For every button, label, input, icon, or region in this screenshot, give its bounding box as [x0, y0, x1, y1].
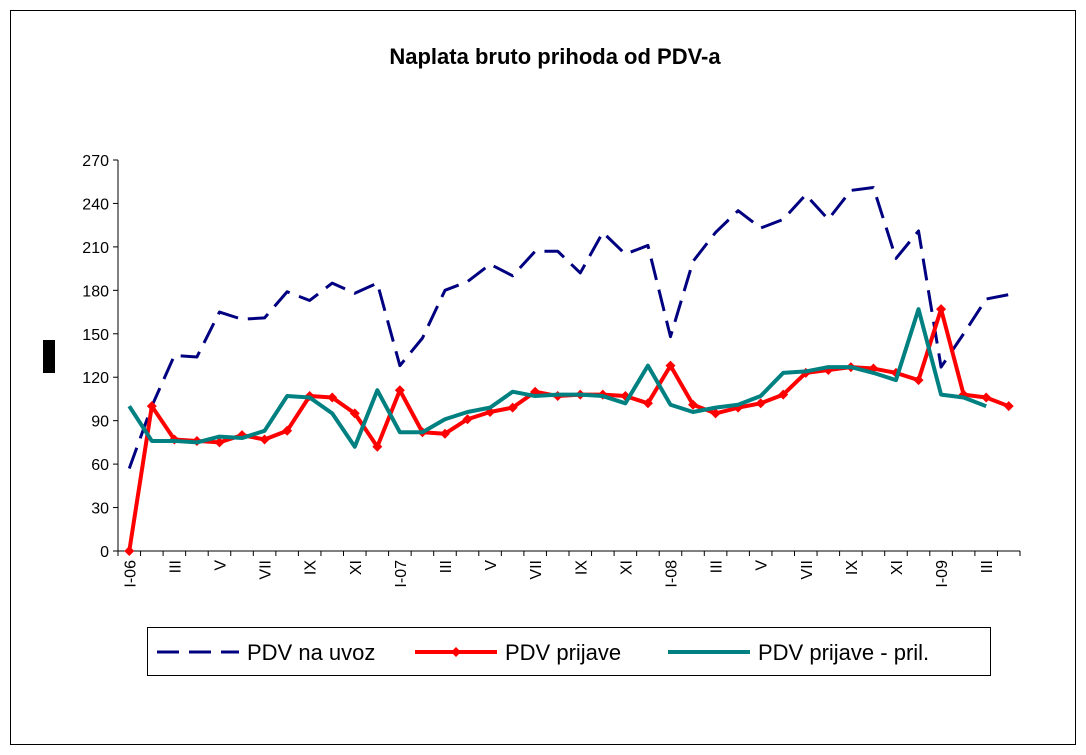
legend-label: PDV na uvoz	[247, 640, 375, 665]
x-tick-label: VII	[799, 560, 816, 580]
x-tick-label: V	[483, 560, 500, 571]
series-marker	[936, 304, 947, 315]
y-tick-label: 0	[100, 544, 109, 561]
series-marker	[913, 375, 924, 386]
series-marker	[642, 398, 653, 409]
legend-label: PDV prijave	[505, 640, 621, 665]
series-line	[127, 307, 987, 449]
series-marker	[327, 392, 338, 403]
series-marker	[259, 434, 270, 445]
x-tick-label: IX	[303, 560, 320, 575]
series-marker	[462, 414, 473, 425]
series-marker	[214, 437, 225, 448]
legend-label: PDV prijave - pril.	[758, 640, 929, 665]
x-tick-label: XI	[348, 560, 365, 575]
axis-label-placeholder	[43, 340, 55, 373]
legend-marker	[451, 647, 461, 657]
y-tick-label: 180	[82, 283, 109, 300]
x-tick-label: XI	[889, 560, 906, 575]
x-tick-label: I-06	[122, 560, 139, 588]
x-tick-label: I-08	[663, 560, 680, 588]
x-tick-label: I-07	[393, 560, 410, 588]
series-marker	[778, 389, 789, 400]
legend	[147, 627, 991, 676]
series-marker	[394, 385, 405, 396]
series-marker	[688, 399, 699, 410]
series-marker	[146, 401, 157, 412]
series-line	[127, 186, 1010, 469]
series-marker	[981, 392, 992, 403]
x-tick-label: III	[709, 560, 726, 573]
x-tick-label: III	[167, 560, 184, 573]
series-marker	[507, 402, 518, 413]
x-tick-label: I-09	[934, 560, 951, 588]
series-marker	[710, 408, 721, 419]
x-tick-label: III	[979, 560, 996, 573]
x-tick-label: VII	[528, 560, 545, 580]
chart-title: Naplata bruto prihoda od PDV-a	[389, 44, 721, 69]
series-marker	[282, 425, 293, 436]
x-tick-label: V	[754, 560, 771, 571]
y-tick-label: 240	[82, 196, 109, 213]
series-marker	[349, 408, 360, 419]
series-marker	[439, 428, 450, 439]
y-tick-label: 60	[91, 457, 109, 474]
y-tick-label: 150	[82, 327, 109, 344]
x-tick-label: III	[438, 560, 455, 573]
y-tick-label: 210	[82, 240, 109, 257]
x-tick-label: V	[212, 560, 229, 571]
x-tick-label: VII	[258, 560, 275, 580]
series-marker	[755, 398, 766, 409]
y-tick-label: 270	[82, 153, 109, 170]
x-tick-label: XI	[618, 560, 635, 575]
y-tick-label: 30	[91, 501, 109, 518]
series-marker	[372, 441, 383, 452]
x-tick-label: IX	[844, 560, 861, 575]
series-marker	[1003, 401, 1014, 412]
series-marker	[124, 546, 135, 556]
series-marker	[665, 360, 676, 371]
y-tick-label: 120	[82, 370, 109, 387]
y-tick-label: 90	[91, 414, 109, 431]
x-tick-label: IX	[573, 560, 590, 575]
